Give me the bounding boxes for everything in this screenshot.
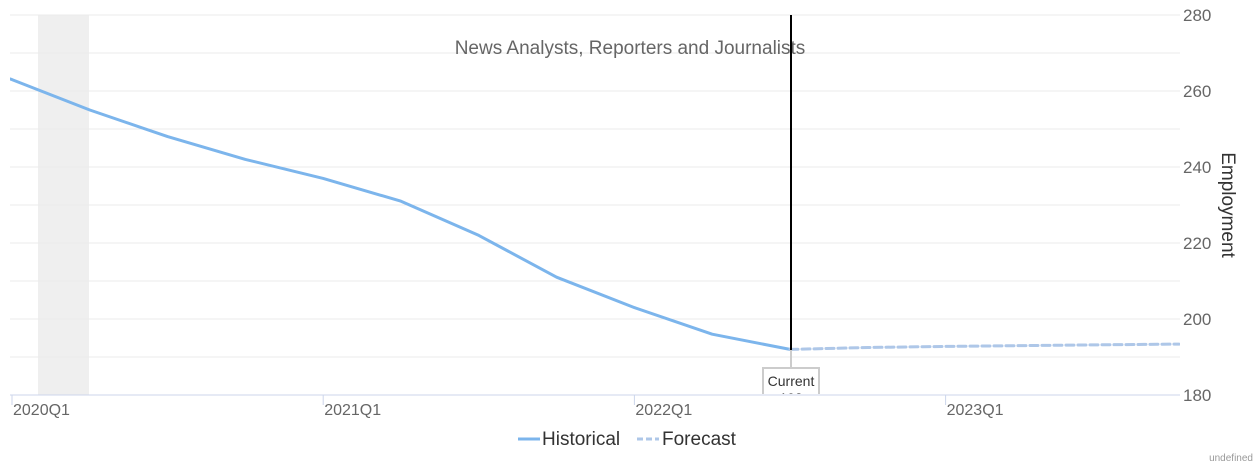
series-line-historical [10, 77, 792, 351]
legend-forecast-label: Forecast [662, 429, 737, 450]
x-tick-label: 2021Q1 [324, 402, 381, 419]
legend-historical-label: Historical [542, 429, 620, 450]
y-tick-label: 280 [1183, 6, 1211, 25]
series-lines [10, 77, 1180, 351]
chart-title: News Analysts, Reporters and Journalists [455, 38, 806, 59]
legend-item-historical[interactable]: Historical [518, 429, 620, 450]
current-marker: Current192 [762, 15, 820, 406]
legend-item-forecast[interactable]: Forecast [637, 429, 737, 450]
current-label-frame [762, 367, 820, 394]
current-value-text: 192 [779, 390, 803, 406]
x-tick-label: 2022Q1 [635, 402, 692, 419]
x-tick-label: 2020Q1 [13, 402, 70, 419]
legend: Historical Forecast [518, 429, 737, 450]
credits-text: undefined [1209, 453, 1253, 464]
y-tick-label: 220 [1183, 234, 1211, 253]
y-tick-label: 180 [1183, 386, 1211, 405]
y-axis-ticks: 180 200 220 240 260 280 [1183, 6, 1211, 405]
current-label-text: Current [768, 373, 815, 389]
gridlines [10, 14, 1180, 396]
y-tick-label: 260 [1183, 82, 1211, 101]
y-axis-title: Employment [1217, 152, 1238, 258]
x-axis-ticks: 2020Q1 2021Q1 2022Q1 2023Q1 [11, 395, 1004, 419]
current-label-box: Current192 [762, 367, 820, 406]
y-tick-label: 200 [1183, 310, 1211, 329]
y-tick-label: 240 [1183, 158, 1211, 177]
series-line-forecast [788, 342, 1180, 351]
x-tick-label: 2023Q1 [947, 402, 1004, 419]
